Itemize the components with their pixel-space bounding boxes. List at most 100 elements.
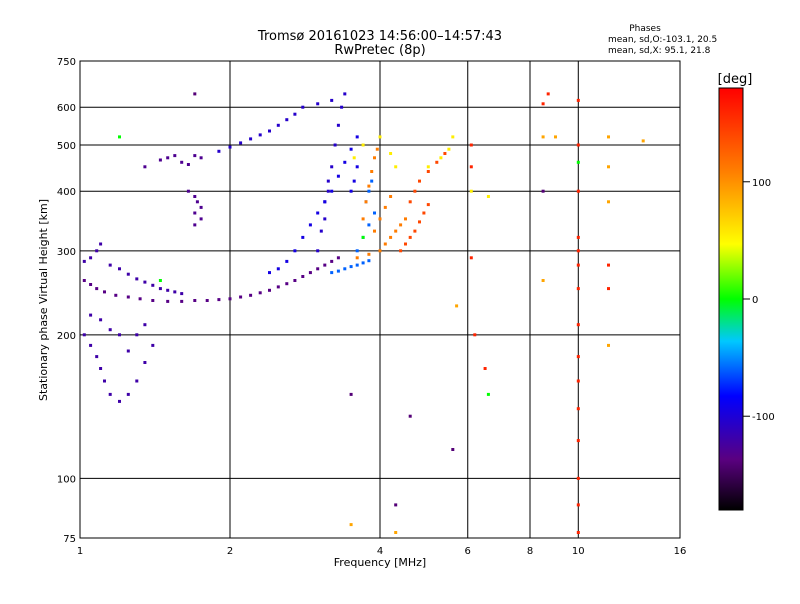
data-point: [607, 165, 610, 169]
data-point: [301, 275, 305, 278]
data-point: [364, 200, 368, 204]
data-point: [217, 149, 221, 153]
data-point: [483, 367, 487, 370]
y-tick-label: 750: [57, 57, 76, 68]
data-point: [352, 179, 356, 183]
legend-title: Phases: [629, 24, 661, 34]
data-point: [349, 265, 353, 269]
data-point: [439, 156, 443, 160]
data-point: [293, 249, 297, 253]
data-point: [422, 211, 426, 215]
data-point: [469, 189, 473, 193]
data-point: [276, 285, 280, 289]
data-point: [330, 98, 334, 102]
data-point: [239, 141, 243, 145]
data-point: [413, 229, 417, 233]
y-axis-label: Stationary phase Virtual Height [km]: [37, 199, 50, 401]
data-point: [373, 229, 376, 233]
data-point: [195, 200, 199, 204]
data-point: [389, 152, 393, 155]
data-point: [418, 179, 421, 183]
data-point: [367, 184, 371, 188]
data-point: [95, 355, 99, 359]
data-point: [143, 361, 147, 364]
data-point: [355, 249, 359, 253]
legend: Phases mean, sd,O:-103.1, 20.5 mean, sd,…: [608, 24, 717, 56]
data-point: [546, 92, 550, 96]
chart-subtitle: RwPretec (8p): [334, 43, 425, 58]
data-point: [323, 200, 327, 204]
data-point: [323, 263, 327, 267]
data-point: [469, 256, 473, 260]
data-point: [193, 299, 197, 302]
data-point: [285, 118, 289, 122]
data-point: [186, 189, 190, 193]
x-tick-label: 8: [527, 546, 533, 557]
data-point: [82, 279, 86, 282]
data-point: [180, 160, 184, 164]
data-point: [193, 195, 197, 198]
data-point: [473, 333, 477, 337]
data-point: [361, 261, 365, 265]
x-tick-label: 16: [674, 546, 687, 557]
data-point: [367, 223, 371, 227]
data-points: [82, 92, 645, 534]
data-point: [426, 170, 430, 173]
data-point: [355, 165, 359, 169]
data-point: [199, 205, 203, 209]
x-axis-label: Frequency [MHz]: [334, 556, 426, 569]
data-point: [330, 271, 334, 275]
data-point: [349, 147, 353, 151]
data-point: [576, 355, 580, 359]
data-point: [576, 476, 580, 480]
data-point: [367, 259, 371, 263]
data-point: [408, 414, 412, 418]
data-point: [193, 154, 197, 158]
data-point: [361, 143, 365, 147]
data-point: [443, 152, 447, 155]
x-tick-label: 6: [465, 546, 471, 557]
y-axis-ticks: 75 100 200 300 400 500 600 750: [57, 57, 76, 545]
data-point: [336, 123, 340, 127]
data-point: [258, 133, 262, 137]
data-point: [349, 392, 353, 396]
data-point: [336, 256, 340, 260]
colorbar-label: [deg]: [718, 72, 753, 87]
data-point: [158, 279, 162, 282]
data-point: [576, 160, 580, 164]
data-point: [336, 174, 340, 178]
data-point: [413, 189, 417, 193]
data-point: [199, 156, 203, 160]
data-point: [89, 256, 93, 260]
data-point: [349, 523, 353, 527]
data-point: [330, 165, 334, 169]
y-tick-label: 100: [57, 474, 76, 485]
y-tick-label: 400: [57, 187, 76, 198]
data-point: [576, 189, 580, 193]
data-point: [118, 333, 121, 337]
data-point: [103, 379, 106, 383]
data-point: [426, 165, 430, 169]
data-point: [375, 147, 379, 151]
data-point: [180, 292, 184, 296]
data-point: [143, 165, 147, 169]
data-point: [258, 291, 262, 295]
colorbar-gradient: [718, 87, 744, 511]
data-point: [108, 392, 112, 396]
data-point: [323, 217, 327, 221]
data-point: [205, 299, 209, 302]
grid-lines: [80, 61, 680, 538]
data-point: [308, 271, 312, 275]
data-point: [180, 299, 184, 303]
data-point: [138, 297, 142, 301]
data-point: [135, 379, 139, 383]
data-point: [308, 223, 312, 227]
data-point: [378, 249, 382, 253]
data-point: [108, 263, 112, 267]
x-axis-ticks: 1 2 4 6 8 10 16: [77, 546, 687, 557]
y-tick-label: 300: [57, 247, 76, 258]
data-point: [118, 399, 121, 403]
data-point: [455, 304, 459, 308]
data-point: [343, 92, 347, 96]
data-point: [486, 392, 490, 396]
